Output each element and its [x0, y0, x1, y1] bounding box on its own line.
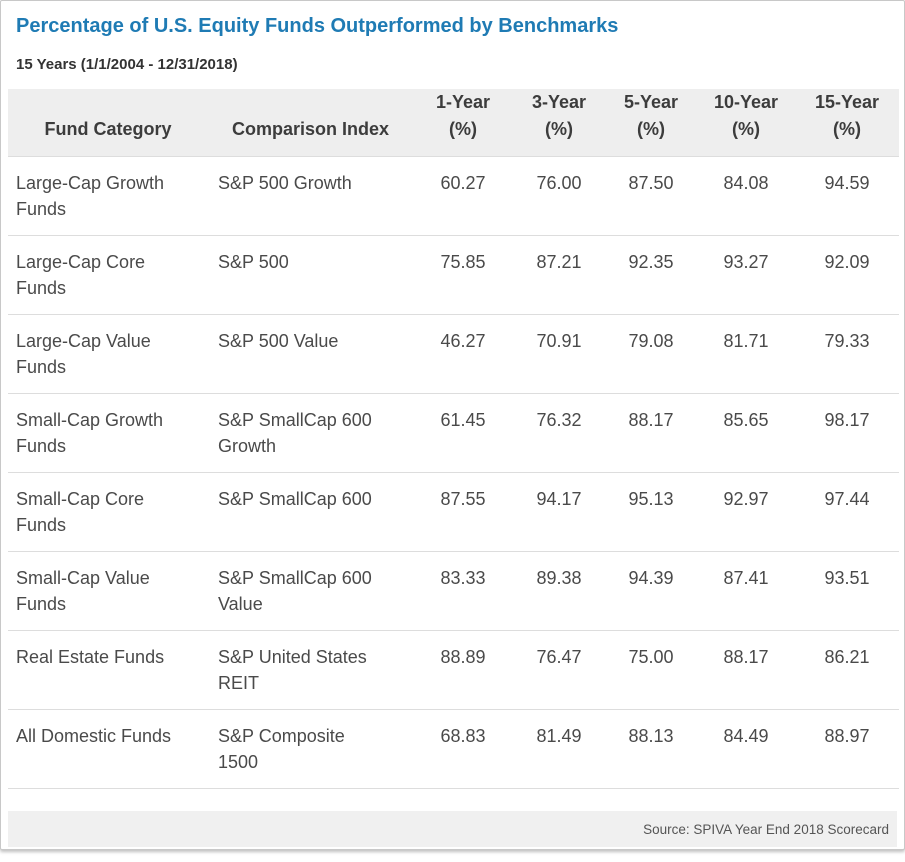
source-text: Source: SPIVA Year End 2018 Scorecard — [643, 821, 889, 837]
value-cell: 88.89 — [440, 647, 486, 667]
value-cell: 95.13 — [628, 489, 674, 509]
table-row: Large-Cap Growth Funds S&P 500 Growth 60.2… — [8, 156, 899, 236]
column-header: 1-Year (%) — [413, 89, 513, 157]
comparison-index-cell: S&P SmallCap 600 Growth — [218, 410, 372, 456]
value-cell: 94.17 — [536, 489, 582, 509]
value-cell: 89.38 — [536, 568, 582, 588]
comparison-index-cell: S&P SmallCap 600 Value — [218, 568, 372, 614]
comparison-index-cell: S&P United States REIT — [218, 647, 367, 693]
value-cell: 93.27 — [723, 252, 769, 272]
column-header: Fund Category — [8, 89, 208, 157]
fund-category-cell: Small-Cap Growth Funds — [16, 410, 164, 456]
funds-table: Fund Category Comparison Index 1-Year (%) 3-… — [8, 89, 899, 789]
value-cell: 76.32 — [536, 410, 582, 430]
comparison-index-cell: S&P 500 Value — [218, 331, 339, 351]
value-cell: 84.08 — [723, 173, 769, 193]
value-cell: 87.21 — [536, 252, 582, 272]
value-cell: 68.83 — [440, 726, 486, 746]
table-row: Large-Cap Value Funds S&P 500 Value 46.27 7… — [8, 314, 899, 394]
value-cell: 92.97 — [723, 489, 769, 509]
table-header-row: Fund Category Comparison Index 1-Year (%) 3-… — [8, 89, 899, 157]
column-header: Comparison Index — [208, 89, 413, 157]
value-cell: 94.39 — [628, 568, 674, 588]
value-cell: 88.13 — [628, 726, 674, 746]
value-cell: 81.71 — [723, 331, 769, 351]
value-cell: 92.09 — [824, 252, 870, 272]
fund-category-cell: Small-Cap Core Funds — [16, 489, 145, 535]
value-cell: 46.27 — [440, 331, 486, 351]
value-cell: 79.33 — [824, 331, 870, 351]
fund-category-cell: All Domestic Funds — [16, 726, 172, 746]
value-cell: 88.17 — [628, 410, 674, 430]
comparison-index-cell: S&P 500 — [218, 252, 289, 272]
value-cell: 98.17 — [824, 410, 870, 430]
value-cell: 76.47 — [536, 647, 582, 667]
table-row: Small-Cap Value Funds S&P SmallCap 600 Va… — [8, 551, 899, 631]
value-cell: 87.50 — [628, 173, 674, 193]
column-header: 5-Year (%) — [605, 89, 697, 157]
value-cell: 88.97 — [824, 726, 870, 746]
page-subtitle: 15 Years (1/1/2004 - 12/31/2018) — [16, 56, 238, 73]
value-cell: 61.45 — [440, 410, 486, 430]
table-row: Large-Cap Core Funds S&P 500 75.85 87.21 92.… — [8, 235, 899, 315]
fund-category-cell: Real Estate Funds — [16, 647, 165, 667]
table-row: All Domestic Funds S&P Composite 1500 68.8… — [8, 709, 899, 789]
value-cell: 83.33 — [440, 568, 486, 588]
value-cell: 75.85 — [440, 252, 486, 272]
value-cell: 60.27 — [440, 173, 486, 193]
value-cell: 87.55 — [440, 489, 486, 509]
value-cell: 85.65 — [723, 410, 769, 430]
page-title: Percentage of U.S. Equity Funds Outperfo… — [16, 15, 619, 37]
value-cell: 76.00 — [536, 173, 582, 193]
fund-category-cell: Large-Cap Growth Funds — [16, 173, 165, 219]
table-row: Real Estate Funds S&P United States REIT 8… — [8, 630, 899, 710]
table-body: Large-Cap Growth Funds S&P 500 Growth 60.2… — [8, 156, 899, 789]
value-cell: 97.44 — [824, 489, 870, 509]
value-cell: 70.91 — [536, 331, 582, 351]
value-cell: 93.51 — [824, 568, 870, 588]
comparison-index-cell: S&P Composite 1500 — [218, 726, 345, 772]
fund-category-cell: Large-Cap Core Funds — [16, 252, 146, 298]
value-cell: 86.21 — [824, 647, 870, 667]
comparison-index-cell: S&P 500 Growth — [218, 173, 352, 193]
column-header: 3-Year (%) — [513, 89, 605, 157]
value-cell: 84.49 — [723, 726, 769, 746]
value-cell: 75.00 — [628, 647, 674, 667]
column-header: 15-Year (%) — [795, 89, 899, 157]
column-header: 10-Year (%) — [697, 89, 795, 157]
table-row: Small-Cap Growth Funds S&P SmallCap 600 G… — [8, 393, 899, 473]
value-cell: 81.49 — [536, 726, 582, 746]
table-row: Small-Cap Core Funds S&P SmallCap 600 87.5… — [8, 472, 899, 552]
value-cell: 92.35 — [628, 252, 674, 272]
footer-bar: Source: SPIVA Year End 2018 Scorecard — [8, 811, 897, 847]
fund-category-cell: Small-Cap Value Funds — [16, 568, 150, 614]
value-cell: 87.41 — [723, 568, 769, 588]
value-cell: 79.08 — [628, 331, 674, 351]
fund-category-cell: Large-Cap Value Funds — [16, 331, 151, 377]
comparison-index-cell: S&P SmallCap 600 — [218, 489, 372, 509]
value-cell: 88.17 — [723, 647, 769, 667]
value-cell: 94.59 — [824, 173, 870, 193]
